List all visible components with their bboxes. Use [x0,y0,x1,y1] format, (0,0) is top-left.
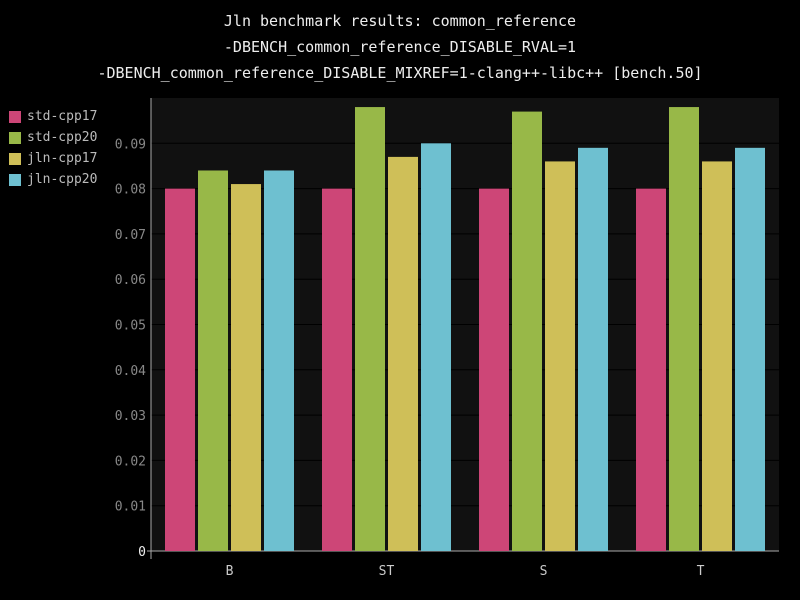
bar-std-cpp17-ST [322,188,352,551]
bar-std-cpp20-B [198,170,228,552]
legend: std-cpp17 std-cpp20 jln-cpp17 jln-cpp20 [9,106,97,190]
bar-jln-cpp17-B [231,184,261,551]
bar-std-cpp17-S [479,188,509,551]
y-tick-label: 0.01 [115,500,146,515]
bar-jln-cpp20-ST [421,143,451,552]
legend-item-std-cpp20[interactable]: std-cpp20 [9,127,97,148]
legend-swatch [9,173,21,186]
legend-label: jln-cpp20 [27,172,98,187]
y-tick-label: 0.05 [115,319,146,334]
y-tick-label: 0.02 [115,454,146,469]
y-tick-label: 0.07 [115,228,146,243]
legend-label: std-cpp20 [27,130,98,145]
bar-jln-cpp17-ST [388,156,418,551]
chart-title-line-1: Jln benchmark results: common_reference [223,12,577,30]
legend-item-std-cpp17[interactable]: std-cpp17 [9,106,97,127]
legend-swatch [9,131,21,144]
legend-item-jln-cpp17[interactable]: jln-cpp17 [9,148,97,169]
x-tick-label: ST [379,564,395,579]
bar-jln-cpp17-T [702,161,732,552]
bar-jln-cpp20-B [264,170,294,552]
bar-std-cpp20-S [512,111,542,551]
y-tick-label: 0.08 [115,183,146,198]
chart-title-line-2: -DBENCH_common_reference_DISABLE_RVAL=1 [223,38,577,56]
y-tick-label: 0.04 [115,364,146,379]
y-tick-label: 0.03 [115,409,146,424]
y-tick-label: 0.06 [115,273,146,288]
legend-label: jln-cpp17 [27,151,98,166]
x-tick-label: T [697,564,705,579]
bar-jln-cpp17-S [545,161,575,552]
legend-swatch [9,110,21,123]
bar-std-cpp17-B [165,188,195,551]
bar-jln-cpp20-S [578,147,608,551]
legend-item-jln-cpp20[interactable]: jln-cpp20 [9,169,97,190]
x-tick-label: S [540,564,548,579]
bar-std-cpp17-T [636,188,666,551]
x-tick-label: B [226,564,234,579]
y-tick-label: 0.09 [115,137,146,152]
legend-swatch [9,152,21,165]
chart-title-line-3: -DBENCH_common_reference_DISABLE_MIXREF=… [97,64,703,82]
y-tick-label: 0 [138,545,146,560]
bar-std-cpp20-ST [355,107,385,551]
legend-label: std-cpp17 [27,109,98,124]
bar-std-cpp20-T [669,107,699,551]
bar-jln-cpp20-T [735,147,765,551]
